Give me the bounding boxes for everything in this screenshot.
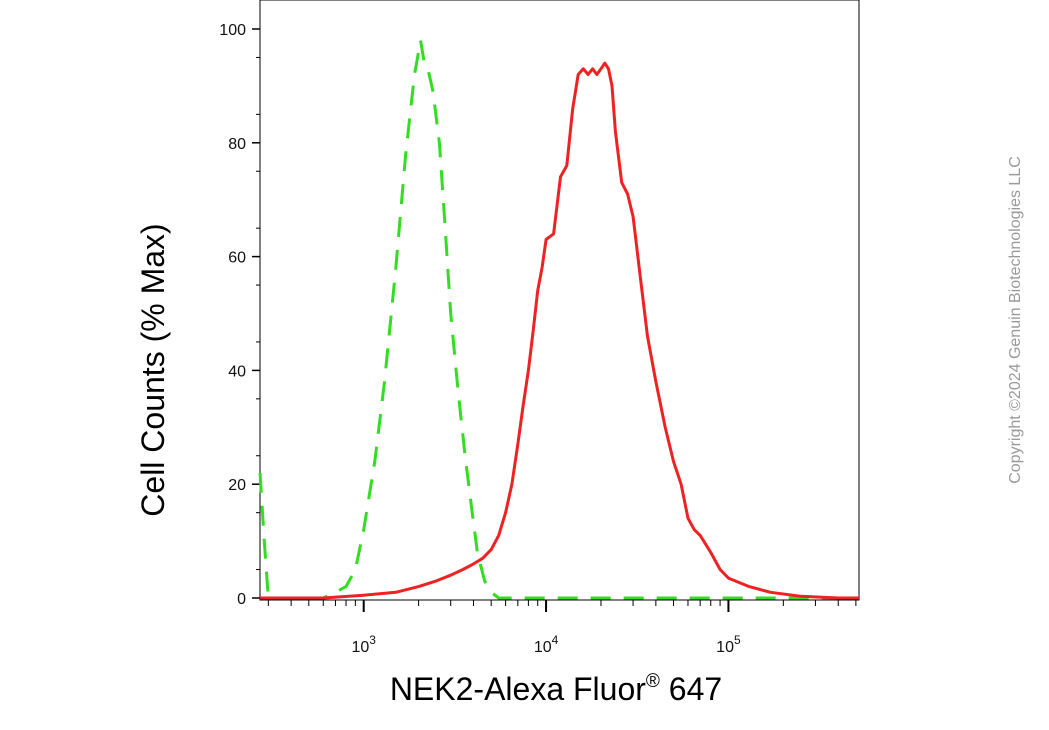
y-tick-label: 20: [228, 477, 246, 494]
series-line-1: [258, 38, 856, 600]
x-tick-label: 104: [534, 633, 559, 656]
copyright-watermark: Copyright ©2024 Genuin Biotechnologies L…: [1007, 156, 1024, 484]
y-axis-title: Cell Counts (% Max): [135, 223, 171, 516]
y-tick-label: 60: [228, 250, 246, 267]
y-tick-label: 100: [219, 22, 246, 39]
plot-frame: [259, 0, 860, 601]
y-axis: 0 20 40 60 80 100: [219, 22, 260, 608]
x-axis-title-main: NEK2-Alexa Fluor: [390, 671, 646, 707]
y-tick-label: 80: [228, 136, 246, 153]
series-group: [258, 38, 859, 600]
x-tick-label: 103: [351, 633, 376, 656]
series-line-2: [260, 61, 859, 600]
x-axis: 103 104 105: [267, 600, 857, 656]
plot-border: [259, 0, 860, 601]
y-tick-label: 0: [237, 591, 246, 608]
x-axis-title-suffix: 647: [660, 671, 722, 707]
x-axis-title-sup: ®: [646, 671, 660, 692]
x-axis-title: NEK2-Alexa Fluor® 647: [390, 671, 722, 707]
x-tick-label: 105: [716, 633, 741, 656]
y-tick-label: 40: [228, 363, 246, 380]
